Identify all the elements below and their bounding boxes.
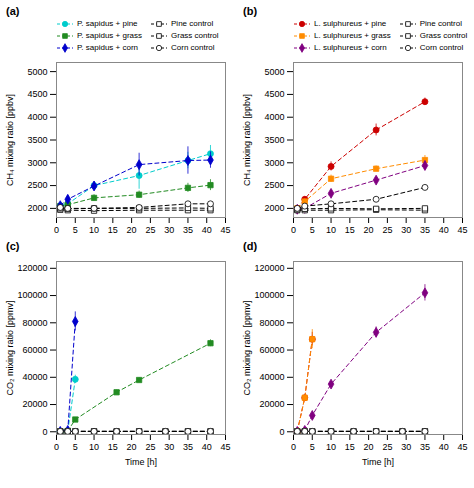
svg-text:0: 0 bbox=[291, 442, 296, 452]
svg-text:40: 40 bbox=[202, 225, 212, 235]
svg-text:40: 40 bbox=[439, 225, 449, 235]
svg-text:40: 40 bbox=[439, 442, 449, 452]
svg-text:30: 30 bbox=[401, 442, 411, 452]
svg-text:120000: 120000 bbox=[254, 263, 284, 273]
svg-text:5: 5 bbox=[73, 225, 78, 235]
svg-text:25: 25 bbox=[145, 442, 155, 452]
svg-text:10: 10 bbox=[326, 225, 336, 235]
svg-text:45: 45 bbox=[457, 225, 467, 235]
svg-text:80000: 80000 bbox=[22, 318, 47, 328]
svg-text:4000: 4000 bbox=[264, 112, 284, 122]
svg-text:Time [h]: Time [h] bbox=[362, 457, 394, 467]
svg-text:30: 30 bbox=[401, 225, 411, 235]
svg-text:5: 5 bbox=[73, 442, 78, 452]
svg-text:25: 25 bbox=[382, 225, 392, 235]
svg-text:45: 45 bbox=[220, 225, 230, 235]
svg-text:2000: 2000 bbox=[27, 203, 47, 213]
svg-text:30: 30 bbox=[164, 442, 174, 452]
svg-text:0: 0 bbox=[54, 225, 59, 235]
svg-text:15: 15 bbox=[108, 442, 118, 452]
html-text:L. sulphureus + grass: L. sulphureus + grass bbox=[314, 31, 391, 40]
svg-text:CH₄ mixing ratio [ppbv]: CH₄ mixing ratio [ppbv] bbox=[242, 94, 252, 186]
svg-text:10: 10 bbox=[326, 442, 336, 452]
svg-text:5000: 5000 bbox=[27, 66, 47, 76]
svg-text:20000: 20000 bbox=[22, 399, 47, 409]
svg-text:15: 15 bbox=[108, 225, 118, 235]
svg-text:100000: 100000 bbox=[254, 290, 284, 300]
svg-text:25: 25 bbox=[382, 442, 392, 452]
svg-text:5000: 5000 bbox=[264, 66, 284, 76]
svg-text:0: 0 bbox=[54, 442, 59, 452]
svg-text:15: 15 bbox=[345, 442, 355, 452]
svg-text:20: 20 bbox=[364, 225, 374, 235]
svg-text:2500: 2500 bbox=[264, 180, 284, 190]
svg-text:60000: 60000 bbox=[259, 345, 284, 355]
svg-text:CH₄ mixing ratio [ppbv]: CH₄ mixing ratio [ppbv] bbox=[5, 94, 15, 186]
svg-text:0: 0 bbox=[291, 225, 296, 235]
svg-text:4500: 4500 bbox=[264, 89, 284, 99]
svg-text:45: 45 bbox=[220, 442, 230, 452]
svg-text:5: 5 bbox=[310, 442, 315, 452]
svg-text:10: 10 bbox=[89, 442, 99, 452]
svg-text:4500: 4500 bbox=[27, 89, 47, 99]
html-text:Pine control: Pine control bbox=[171, 19, 214, 28]
svg-text:20: 20 bbox=[127, 225, 137, 235]
svg-text:100000: 100000 bbox=[17, 290, 47, 300]
svg-text:60000: 60000 bbox=[22, 345, 47, 355]
html-text:(c): (c) bbox=[6, 240, 20, 252]
svg-text:3500: 3500 bbox=[264, 135, 284, 145]
html-text:Corn control: Corn control bbox=[171, 43, 215, 52]
svg-text:5: 5 bbox=[310, 225, 315, 235]
html-text:(b): (b) bbox=[243, 5, 257, 17]
svg-text:0: 0 bbox=[279, 427, 284, 437]
svg-text:3000: 3000 bbox=[264, 158, 284, 168]
svg-text:20000: 20000 bbox=[259, 399, 284, 409]
html-text:L. sulphureus + corn: L. sulphureus + corn bbox=[314, 43, 387, 52]
svg-text:CO₂ mixing ratio [ppmv]: CO₂ mixing ratio [ppmv] bbox=[242, 300, 252, 395]
html-text:L. sulphureus + pine: L. sulphureus + pine bbox=[314, 19, 387, 28]
html-text:P. sapidus + pine: P. sapidus + pine bbox=[77, 19, 138, 28]
svg-text:80000: 80000 bbox=[259, 318, 284, 328]
svg-text:15: 15 bbox=[345, 225, 355, 235]
html-text:P. sapidus + grass: P. sapidus + grass bbox=[77, 31, 142, 40]
svg-text:CO₂ mixing ratio [ppmv]: CO₂ mixing ratio [ppmv] bbox=[5, 300, 15, 395]
svg-text:40000: 40000 bbox=[259, 372, 284, 382]
html-text:Grass control: Grass control bbox=[171, 31, 219, 40]
svg-text:40000: 40000 bbox=[22, 372, 47, 382]
svg-text:35: 35 bbox=[420, 225, 430, 235]
svg-text:30: 30 bbox=[164, 225, 174, 235]
svg-text:40: 40 bbox=[202, 442, 212, 452]
svg-text:25: 25 bbox=[145, 225, 155, 235]
html-text:Corn control: Corn control bbox=[419, 43, 464, 52]
svg-text:45: 45 bbox=[457, 442, 467, 452]
svg-text:20: 20 bbox=[364, 442, 374, 452]
html-text:(d): (d) bbox=[243, 240, 257, 252]
svg-text:2000: 2000 bbox=[264, 203, 284, 213]
svg-text:3500: 3500 bbox=[27, 135, 47, 145]
html-text:Pine control: Pine control bbox=[419, 19, 462, 28]
svg-text:3000: 3000 bbox=[27, 158, 47, 168]
svg-text:Time [h]: Time [h] bbox=[125, 457, 157, 467]
svg-text:35: 35 bbox=[183, 442, 193, 452]
html-text:Grass control: Grass control bbox=[419, 31, 468, 40]
svg-text:20: 20 bbox=[127, 442, 137, 452]
html-text:P. sapidus + corn: P. sapidus + corn bbox=[77, 43, 138, 52]
svg-text:2500: 2500 bbox=[27, 180, 47, 190]
svg-text:120000: 120000 bbox=[17, 263, 47, 273]
svg-text:10: 10 bbox=[89, 225, 99, 235]
svg-text:35: 35 bbox=[183, 225, 193, 235]
svg-text:4000: 4000 bbox=[27, 112, 47, 122]
svg-text:35: 35 bbox=[420, 442, 430, 452]
html-text:(a): (a) bbox=[6, 5, 20, 17]
svg-text:0: 0 bbox=[42, 427, 47, 437]
